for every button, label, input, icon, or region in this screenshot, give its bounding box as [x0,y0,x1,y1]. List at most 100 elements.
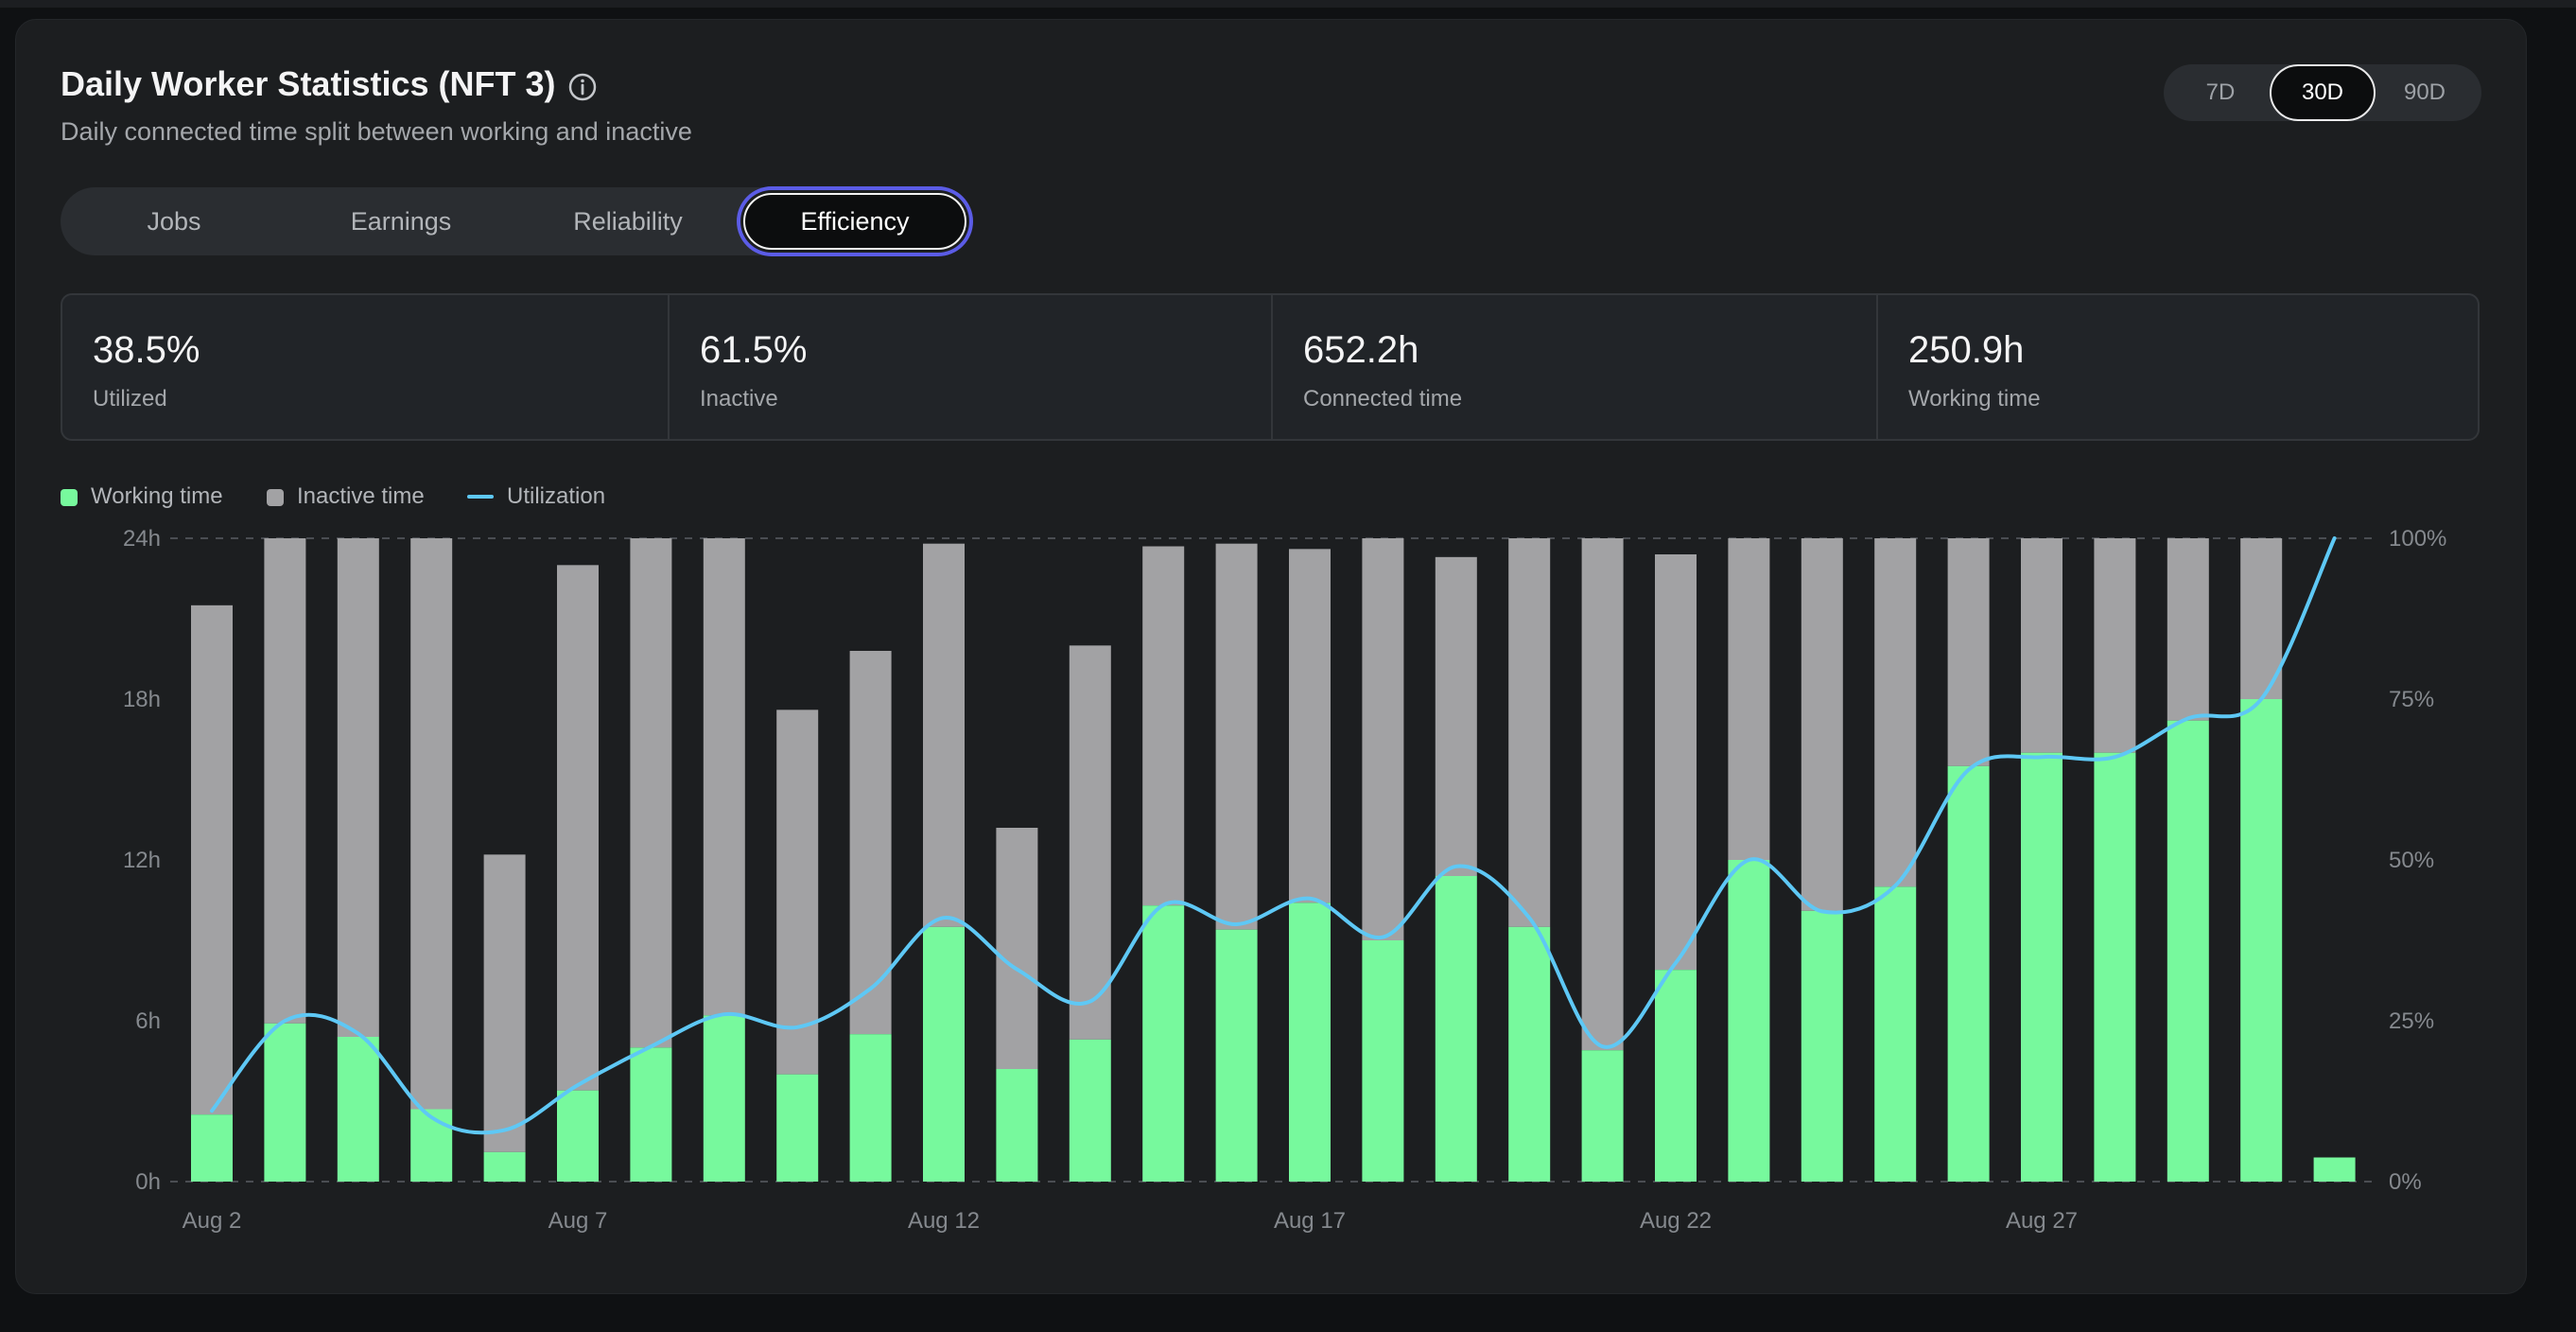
bar-inactive-time [923,543,965,927]
tab-efficiency[interactable]: Efficiency [743,193,966,250]
stat-value: 38.5% [93,329,200,371]
bar-inactive-time [776,710,819,1075]
bar-inactive-time [849,651,892,1035]
bar-inactive-time [191,605,233,1115]
bar-working-time [2240,699,2283,1182]
bar-inactive-time [2167,538,2209,721]
bar-working-time [483,1151,526,1182]
time-range-selector: 7D 30D 90D [2164,64,2481,121]
bar-inactive-time [1508,538,1551,927]
x-tick-label: Aug 17 [1274,1208,1346,1234]
y-left-tick-label: 12h [123,848,161,873]
bar-working-time [2313,1157,2356,1182]
x-tick-label: Aug 2 [183,1208,242,1234]
range-7d-button[interactable]: 7D [2205,79,2236,105]
bar-working-time [2021,752,2063,1182]
bar-inactive-time [337,538,379,1037]
y-left-tick-label: 6h [135,1008,161,1034]
stat-value: 250.9h [1908,329,2025,371]
bar-working-time [1508,926,1551,1182]
bar-inactive-time [1655,554,1697,971]
stat-label: Inactive [700,386,778,412]
bar-working-time [2094,752,2136,1182]
bar-working-time [1069,1039,1111,1182]
bar-inactive-time [1874,538,1917,887]
bar-inactive-time [1947,538,1990,766]
bar-working-time [1435,876,1477,1182]
bar-inactive-time [264,538,306,1024]
range-90d-button[interactable]: 90D [2403,79,2446,105]
bar-inactive-time [2094,538,2136,753]
y-left-tick-label: 0h [135,1169,161,1195]
bar-inactive-time [1069,645,1111,1040]
bar-inactive-time [1435,556,1477,876]
bar-working-time [1362,940,1404,1182]
info-circle-icon[interactable] [567,72,598,102]
bar-inactive-time [1362,538,1404,940]
stat-value: 652.2h [1303,329,1419,371]
bar-working-time [1581,1050,1624,1182]
card-subtitle: Daily connected time split between worki… [61,117,692,146]
y-right-tick-label: 0% [2389,1169,2422,1195]
x-tick-label: Aug 22 [1640,1208,1712,1234]
window-top-border [0,0,2576,8]
stat-value: 61.5% [700,329,808,371]
legend-label: Working time [91,483,223,509]
legend-swatch-utilization [467,495,494,499]
card-title: Daily Worker Statistics (NFT 3) [61,64,556,103]
bar-inactive-time [630,538,672,1048]
y-left-tick-label: 24h [123,526,161,552]
bar-working-time [1947,765,1990,1182]
stat-inactive: 61.5% Inactive [668,295,1273,439]
bar-inactive-time [1289,549,1331,903]
bar-working-time [630,1047,672,1182]
legend-label: Utilization [507,483,606,509]
bar-inactive-time [703,538,745,1016]
legend-swatch-inactive [267,489,284,506]
bar-working-time [410,1109,453,1182]
range-30d-button[interactable]: 30D [2270,64,2376,121]
bar-working-time [1655,970,1697,1182]
bar-inactive-time [996,828,1038,1069]
bar-inactive-time [1142,546,1185,906]
x-tick-label: Aug 12 [908,1208,980,1234]
bar-working-time [1215,929,1258,1182]
legend-label: Inactive time [297,483,425,509]
y-right-tick-label: 75% [2389,687,2434,712]
y-right-tick-label: 25% [2389,1008,2434,1034]
bar-working-time [1874,886,1917,1182]
bar-inactive-time [483,854,526,1152]
tab-reliability[interactable]: Reliability [573,207,683,236]
x-tick-label: Aug 27 [2006,1208,2078,1234]
bar-inactive-time [1215,543,1258,930]
tab-earnings[interactable]: Earnings [350,207,452,236]
bar-working-time [1289,903,1331,1182]
bar-inactive-time [1728,538,1770,860]
metric-tabs: Jobs Earnings Reliability Efficiency [61,187,968,255]
bar-inactive-time [2021,538,2063,753]
bar-inactive-time [557,565,599,1091]
bar-inactive-time [2240,538,2283,699]
y-right-tick-label: 100% [2389,526,2446,552]
summary-stats: 38.5% Utilized 61.5% Inactive 652.2h Con… [61,293,2480,441]
stat-utilized: 38.5% Utilized [62,295,668,439]
bar-working-time [2167,720,2209,1182]
bar-working-time [1142,905,1185,1182]
bar-working-time [776,1074,819,1182]
bar-working-time [337,1037,379,1182]
bar-working-time [996,1069,1038,1182]
legend-swatch-working [61,489,78,506]
bar-working-time [1801,910,1843,1182]
stat-label: Utilized [93,386,167,412]
bar-working-time [1728,860,1770,1182]
tab-jobs[interactable]: Jobs [147,207,201,236]
bar-working-time [849,1034,892,1182]
y-right-tick-label: 50% [2389,848,2434,873]
bar-working-time [923,926,965,1182]
bar-inactive-time [1801,538,1843,911]
x-tick-label: Aug 7 [548,1208,608,1234]
stat-label: Working time [1908,386,2041,412]
stat-label: Connected time [1303,386,1463,412]
bar-inactive-time [410,538,453,1110]
